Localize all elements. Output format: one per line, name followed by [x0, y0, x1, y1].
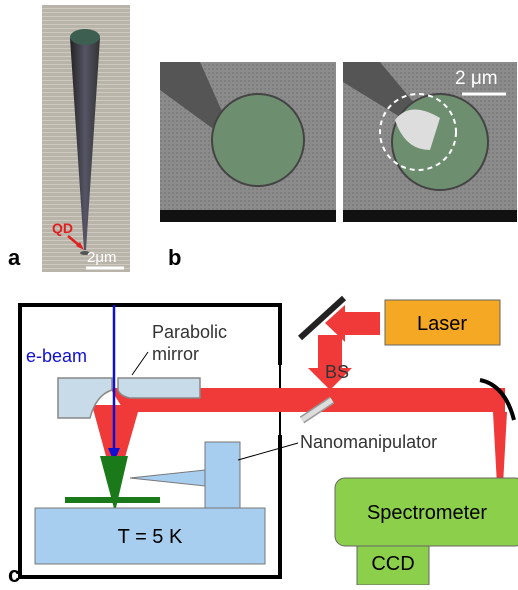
- panel-label: a: [8, 245, 21, 270]
- sem-info-bar: [343, 210, 517, 222]
- ccd: [356, 539, 430, 586]
- nanowire: [100, 456, 128, 512]
- temperature-label: T = 5 K: [118, 526, 183, 548]
- substrate: [65, 497, 160, 503]
- arrowhead: [108, 448, 120, 462]
- cryostage: [34, 507, 266, 565]
- sem-info-bar: [160, 210, 336, 222]
- pointer: [237, 442, 299, 461]
- parabolic-mirror: [117, 377, 201, 399]
- bs-label: BS: [325, 362, 349, 382]
- pointer: [131, 351, 149, 376]
- laser: [384, 299, 501, 346]
- disk: [211, 93, 305, 187]
- e-beam-label: e-beam: [26, 346, 87, 366]
- qd-arrowhead: [76, 242, 84, 250]
- laser-beam: [318, 312, 380, 372]
- arrowhead: [308, 368, 352, 390]
- original-position: [379, 93, 457, 171]
- panel-label: b: [168, 245, 181, 270]
- mirror: [297, 295, 347, 341]
- arrowhead: [325, 305, 345, 342]
- spectrometer: [334, 477, 518, 547]
- panel-a: QD 2μm a: [8, 5, 130, 272]
- curved-mirror: [479, 378, 516, 421]
- parabolic-mirror: [57, 377, 113, 419]
- beam-down: [493, 412, 507, 540]
- spectrometer-label: Spectrometer: [367, 502, 487, 524]
- scale-bar-label: 2μm: [87, 249, 116, 266]
- chamber: [18, 303, 282, 579]
- panel-c: e-beam Parabolic mirror T = 5 K Nanomani…: [8, 295, 518, 587]
- manipulator-tip: [129, 469, 206, 487]
- beam: [110, 388, 505, 412]
- probe: [160, 62, 225, 128]
- manipulator: [204, 441, 241, 509]
- mirror-label: Parabolic: [152, 322, 227, 342]
- scale-bar-label: 2 μm: [455, 68, 498, 89]
- displaced-area: [395, 109, 440, 150]
- laser-label: Laser: [417, 313, 467, 335]
- probe: [343, 62, 420, 120]
- mirror-label: mirror: [152, 344, 199, 364]
- disk: [391, 93, 489, 191]
- beam-splitter: [300, 397, 334, 423]
- nanowire-top: [70, 29, 100, 45]
- ccd-label: CCD: [371, 553, 414, 575]
- panel-label: c: [8, 562, 20, 585]
- qd-label: QD: [52, 220, 73, 236]
- panel-b: 2 μm b: [160, 62, 517, 270]
- manipulator-label: Nanomanipulator: [300, 432, 437, 452]
- nanowire: [70, 38, 100, 250]
- beam-cone: [92, 405, 140, 482]
- nanowire-base: [80, 251, 90, 255]
